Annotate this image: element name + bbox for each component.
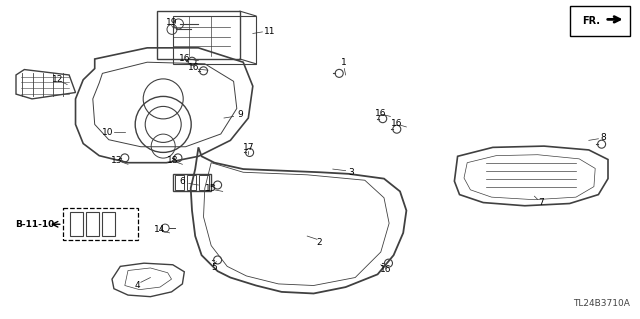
Text: 17: 17 bbox=[243, 143, 254, 152]
Text: 15: 15 bbox=[205, 184, 217, 193]
Bar bbox=[70, 212, 83, 236]
Bar bbox=[86, 212, 99, 236]
Text: 10: 10 bbox=[102, 128, 113, 137]
Bar bbox=[102, 212, 115, 236]
Text: 6: 6 bbox=[180, 177, 185, 186]
Text: TL24B3710A: TL24B3710A bbox=[573, 299, 630, 308]
Text: 16: 16 bbox=[391, 119, 403, 128]
Text: 18: 18 bbox=[167, 156, 179, 165]
Text: 11: 11 bbox=[264, 27, 276, 36]
Bar bbox=[63, 208, 138, 240]
Text: 12: 12 bbox=[52, 75, 63, 84]
Text: 3: 3 bbox=[348, 168, 353, 177]
Bar bbox=[187, 175, 196, 190]
Text: 14: 14 bbox=[154, 225, 166, 234]
Text: 13: 13 bbox=[111, 156, 123, 165]
Bar bbox=[199, 175, 209, 190]
Text: 16: 16 bbox=[375, 109, 387, 118]
Text: 16: 16 bbox=[188, 63, 200, 72]
Text: 4: 4 bbox=[135, 281, 140, 290]
Text: 8: 8 bbox=[601, 133, 606, 142]
Text: FR.: FR. bbox=[582, 16, 600, 26]
Text: B-11-10: B-11-10 bbox=[15, 220, 55, 229]
Text: 16: 16 bbox=[179, 54, 190, 63]
Text: 5: 5 bbox=[212, 263, 217, 272]
Bar bbox=[175, 175, 184, 190]
Text: 1: 1 bbox=[342, 58, 347, 67]
Text: 9: 9 bbox=[237, 110, 243, 119]
Text: 2: 2 bbox=[316, 238, 321, 247]
Text: 16: 16 bbox=[380, 265, 392, 274]
Bar bbox=[570, 6, 630, 36]
Text: 7: 7 bbox=[538, 198, 543, 207]
Text: 19: 19 bbox=[166, 18, 177, 27]
